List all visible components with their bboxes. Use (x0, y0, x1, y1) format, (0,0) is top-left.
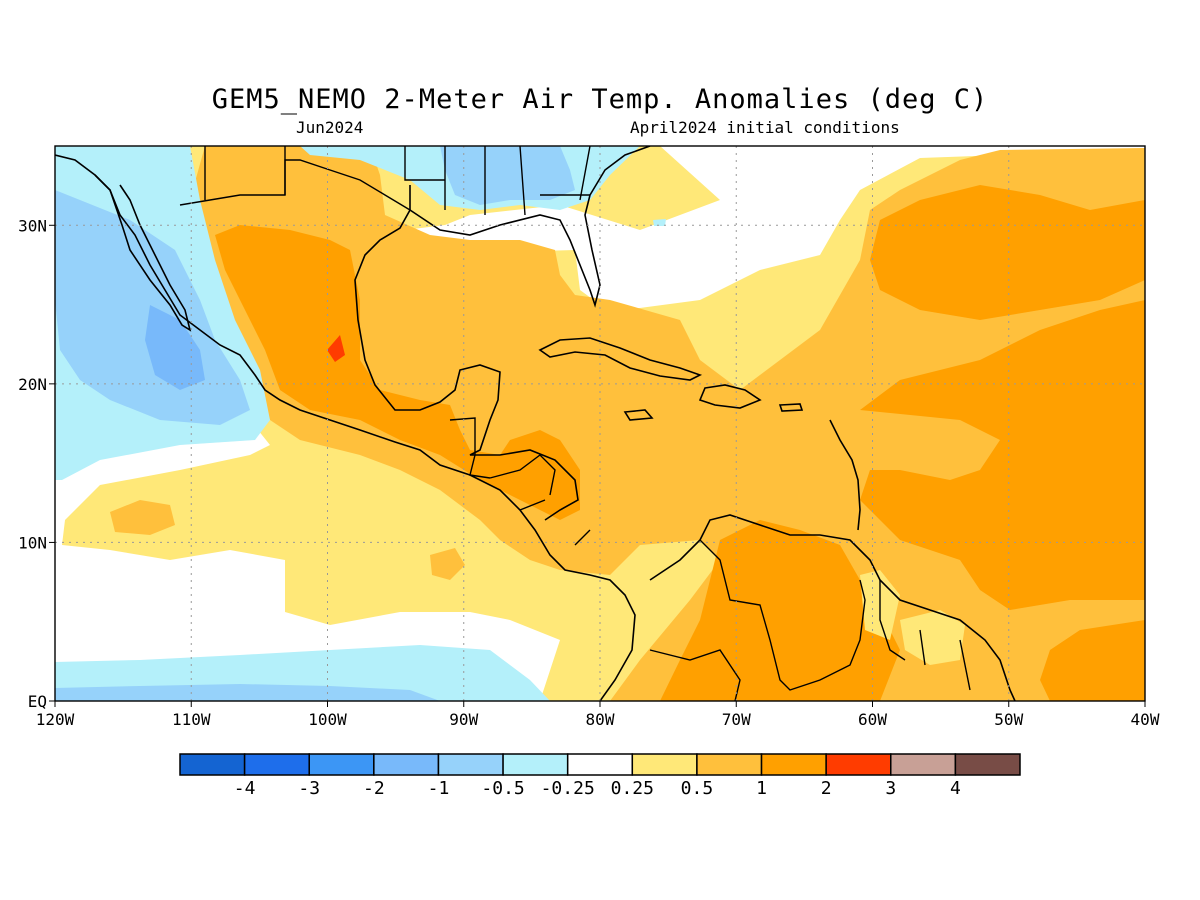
colorbar-label: -0.25 (541, 778, 595, 799)
border-us-mexico (179, 159, 411, 211)
anomaly-region-mid-cool-us (440, 146, 575, 205)
lon-tick-label: 70W (722, 710, 751, 729)
coastline-hispaniola (698, 384, 762, 409)
colorbar-swatch (890, 753, 957, 776)
border-guianas (879, 580, 971, 691)
anomaly-region-hot (327, 335, 345, 362)
colorbar-swatch (566, 753, 634, 776)
anomaly-shading (55, 146, 1145, 701)
colorbar-swatch (437, 753, 504, 776)
valid-month-label: Jun2024 (296, 118, 364, 137)
colorbar-swatch (243, 753, 310, 776)
colorbar-swatch (825, 753, 892, 776)
coastline-jamaica (623, 409, 654, 421)
colorbar-label: -0.5 (481, 778, 524, 799)
coastline-cuba (538, 337, 703, 381)
coastline-baja (94, 174, 192, 332)
lon-tick-label: 100W (308, 710, 347, 729)
coastlines (55, 146, 1016, 701)
colorbar-swatch (760, 753, 827, 776)
colorbar-swatch (179, 753, 246, 776)
anomaly-region-strong-warm-southamerica (660, 520, 900, 701)
lat-tick-label: 20N (18, 375, 47, 394)
coastline-south-america (649, 514, 1016, 701)
anomaly-region-light-warm-guiana (900, 610, 965, 665)
colorbar-swatch (373, 753, 440, 776)
colorbar-label: 4 (950, 778, 961, 799)
colorbar-swatch (308, 753, 375, 776)
anomaly-region-strong-warm-atlantic-north (870, 185, 1145, 320)
anomaly-region-light-cool-dot (653, 219, 666, 226)
anomaly-region-mid-warm-pacific-blob (110, 500, 175, 535)
lon-tick-label: 120W (36, 710, 75, 729)
lat-tick-label: EQ (28, 692, 47, 711)
colorbar: -4 -3 -2 -1 -0.5 -0.25 0.25 0.5 1 2 3 4 (179, 753, 1021, 799)
lon-tick-label: 110W (172, 710, 211, 729)
border-us-states (204, 146, 591, 216)
anomaly-region-mid-cool-equator (55, 684, 440, 701)
colorbar-label: 2 (821, 778, 832, 799)
coastline-antilles (829, 419, 861, 531)
colorbar-label: 1 (756, 778, 767, 799)
coastline-north-america-pacific (55, 154, 636, 701)
coastline-gulf (354, 185, 579, 521)
lon-tick-label: 60W (858, 710, 887, 729)
lon-tick-label: 80W (586, 710, 615, 729)
lon-tick-label: 50W (994, 710, 1023, 729)
colorbar-swatch (631, 753, 698, 776)
border-ecuador (649, 649, 741, 701)
anomaly-region-strong-warm-atlantic (860, 300, 1145, 701)
colorbar-swatch (696, 753, 763, 776)
colorbar-swatch (954, 753, 1021, 776)
anomaly-region-strong-warm-mexico (215, 225, 580, 520)
longitude-axis: 120W 110W 100W 90W 80W 70W 60W 50W 40W (36, 701, 1160, 729)
lon-tick-label: 90W (449, 710, 478, 729)
colorbar-swatch (502, 753, 569, 776)
colorbar-label: -1 (428, 778, 450, 799)
colorbar-label: 3 (885, 778, 896, 799)
anomaly-region-strong-cool-pacific (145, 305, 205, 390)
border-central-america (489, 454, 591, 546)
colorbar-label: 0.5 (681, 778, 714, 799)
map-grid (55, 146, 1145, 701)
anomaly-region-mid-warm-pacific-blob2 (430, 548, 465, 580)
political-borders (179, 146, 971, 701)
colorbar-label: -2 (363, 778, 385, 799)
border-colombia-venezuela (699, 539, 866, 691)
lon-tick-label: 40W (1131, 710, 1160, 729)
colorbar-label: -3 (298, 778, 320, 799)
coastline-us-gulf (409, 146, 651, 308)
map-title: GEM5_NEMO 2-Meter Air Temp. Anomalies (d… (211, 84, 989, 115)
colorbar-label: -4 (234, 778, 256, 799)
coastline-puerto-rico (778, 403, 804, 412)
latitude-axis: EQ 10N 20N 30N (18, 216, 55, 711)
border-guatemala (449, 417, 491, 479)
initial-conditions-label: April2024 initial conditions (630, 118, 900, 137)
lat-tick-label: 30N (18, 216, 47, 235)
colorbar-label: 0.25 (611, 778, 654, 799)
lat-tick-label: 10N (18, 533, 47, 552)
